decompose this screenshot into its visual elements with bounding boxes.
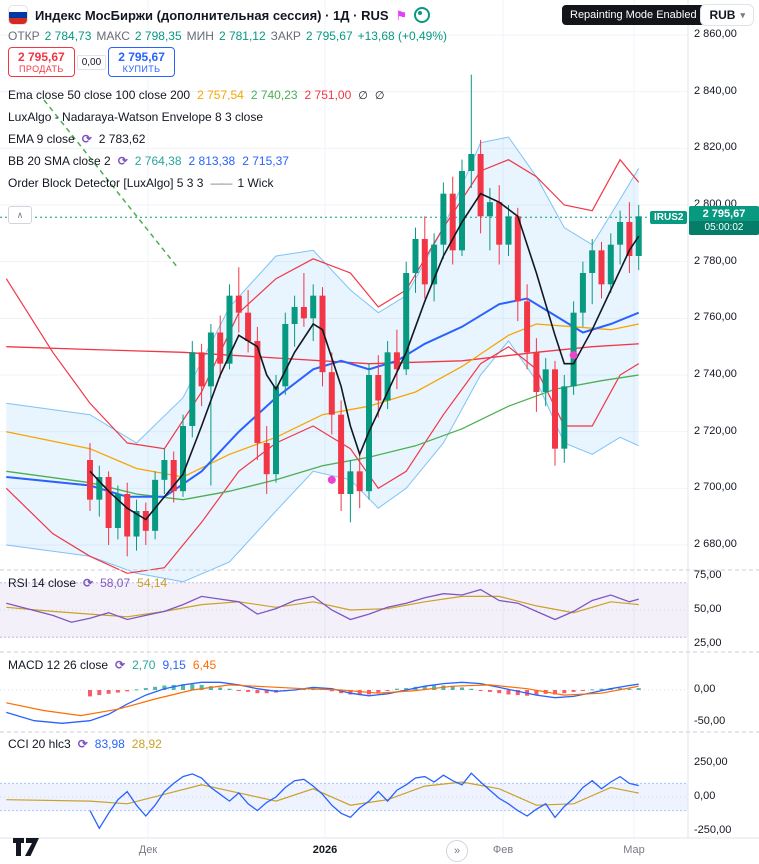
bb-upper-value: 2 813,38 bbox=[188, 154, 236, 168]
legend-ema[interactable]: Ema close 50 close 100 close 200 2 757,5… bbox=[8, 84, 387, 106]
time-axis-label: Мар bbox=[623, 844, 645, 856]
repaint-icon: ⟳ bbox=[77, 737, 88, 751]
price-axis-label: 2 720,00 bbox=[694, 424, 737, 437]
macd-signal-value: 6,45 bbox=[192, 658, 217, 672]
sell-price: 2 795,67 bbox=[18, 50, 65, 64]
price-axis-label: 2 820,00 bbox=[694, 141, 737, 154]
legend-nadaraya-watson[interactable]: LuxAlgo - Nadaraya-Watson Envelope 8 3 c… bbox=[8, 106, 387, 128]
repaint-icon: ⟳ bbox=[83, 576, 94, 590]
legend-ob-suffix: 1 Wick bbox=[237, 176, 274, 190]
cci-axis-label: 0,00 bbox=[694, 790, 716, 802]
macd-line-value: 9,15 bbox=[162, 658, 186, 672]
close-value: 2 795,67 bbox=[305, 29, 353, 43]
time-axis-label: 2026 bbox=[312, 844, 338, 856]
price-axis-label: 2 740,00 bbox=[694, 367, 737, 380]
hidden-icon[interactable]: ∅ ∅ bbox=[358, 89, 387, 102]
flag-marker-icon[interactable]: ⚑ bbox=[395, 7, 408, 23]
macd-axis-label: 0,00 bbox=[694, 683, 716, 695]
legend-bollinger[interactable]: BB 20 SMA close 2 ⟳ 2 764,38 2 813,38 2 … bbox=[8, 150, 387, 172]
repaint-icon: ⟳ bbox=[81, 132, 92, 146]
ema200-value: 2 751,00 bbox=[304, 88, 352, 102]
tradingview-logo[interactable] bbox=[12, 835, 46, 864]
cci-value: 83,98 bbox=[94, 737, 125, 751]
sell-label: ПРОДАТЬ bbox=[19, 64, 64, 74]
macd-title: MACD 12 26 close bbox=[8, 658, 109, 672]
chevron-down-icon: ▾ bbox=[740, 9, 745, 20]
change-value: +13,68 (+0,49%) bbox=[357, 29, 448, 43]
buy-label: КУПИТЬ bbox=[122, 64, 161, 74]
price-axis-label: 2 680,00 bbox=[694, 537, 737, 550]
legend-ema9[interactable]: EMA 9 close ⟳ 2 783,62 bbox=[8, 128, 387, 150]
close-label: ЗАКР bbox=[270, 29, 301, 43]
price-axis-label: 2 840,00 bbox=[694, 84, 737, 97]
line-sample-icon: —— bbox=[210, 176, 232, 190]
high-label: МАКС bbox=[96, 29, 130, 43]
legend-order-block[interactable]: Order Block Detector [LuxAlgo] 5 3 3 —— … bbox=[8, 172, 387, 194]
price-label-ticker: IRUS2 bbox=[650, 211, 688, 224]
rsi-title: RSI 14 close bbox=[8, 576, 77, 590]
currency-select[interactable]: RUB ▾ bbox=[700, 4, 754, 26]
rsi-smooth-value: 54,14 bbox=[137, 576, 168, 590]
rsi-axis-label: 50,00 bbox=[694, 603, 722, 615]
cci-axis-label: 250,00 bbox=[694, 756, 728, 768]
sell-button[interactable]: 2 795,67 ПРОДАТЬ bbox=[8, 47, 75, 77]
bb-lower-value: 2 715,37 bbox=[242, 154, 289, 168]
collapse-panel-button[interactable]: ∧ bbox=[8, 206, 32, 224]
price-axis-label: 2 780,00 bbox=[694, 254, 737, 267]
price-axis-label: 2 760,00 bbox=[694, 311, 737, 324]
price-axis-label: 2 860,00 bbox=[694, 28, 737, 40]
scroll-to-recent-button[interactable]: » bbox=[446, 840, 468, 862]
countdown-timer: 05:00:02 bbox=[689, 221, 759, 235]
rsi-legend[interactable]: RSI 14 close ⟳ 58,07 54,14 bbox=[8, 576, 167, 590]
legend-nw-label: LuxAlgo - Nadaraya-Watson Envelope 8 3 c… bbox=[8, 110, 264, 124]
buy-price: 2 795,67 bbox=[118, 50, 165, 64]
repainting-mode-badge: Repainting Mode Enabled bbox=[562, 5, 705, 25]
last-price-value: 2 795,67 bbox=[702, 208, 746, 220]
time-axis-label: Дек bbox=[138, 844, 158, 856]
chart-header: Индекс МосБиржи (дополнительная сессия) … bbox=[8, 5, 431, 25]
cci-axis-label: -250,00 bbox=[694, 824, 732, 836]
currency-label: RUB bbox=[709, 8, 736, 22]
last-price-label: 2 795,67 05:00:02 bbox=[689, 206, 759, 235]
trade-panel: 2 795,67 ПРОДАТЬ 0,00 2 795,67 КУПИТЬ bbox=[8, 47, 175, 77]
ema50-value: 2 757,54 bbox=[197, 88, 244, 102]
legend-ema9-label: EMA 9 close bbox=[8, 132, 75, 146]
ohlc-row: ОТКР 2 784,73 МАКС 2 798,35 МИН 2 781,12… bbox=[8, 29, 447, 43]
ema100-value: 2 740,23 bbox=[250, 88, 298, 102]
cci-smooth-value: 28,92 bbox=[131, 737, 162, 751]
rsi-axis-label: 75,00 bbox=[694, 569, 722, 581]
cci-legend[interactable]: CCI 20 hlc3 ⟳ 83,98 28,92 bbox=[8, 737, 162, 751]
open-value: 2 784,73 bbox=[44, 29, 92, 43]
legend-bb-label: BB 20 SMA close 2 bbox=[8, 154, 111, 168]
ema9-value: 2 783,62 bbox=[98, 132, 146, 146]
high-value: 2 798,35 bbox=[134, 29, 182, 43]
legend-ob-label: Order Block Detector [LuxAlgo] 5 3 3 bbox=[8, 176, 204, 190]
price-axis-label: 2 700,00 bbox=[694, 481, 737, 494]
market-status-icon[interactable] bbox=[414, 7, 431, 23]
repaint-icon: ⟳ bbox=[115, 658, 126, 672]
instrument-logo-icon[interactable] bbox=[8, 5, 28, 25]
indicator-legend: Ema close 50 close 100 close 200 2 757,5… bbox=[8, 84, 387, 194]
repaint-icon: ⟳ bbox=[117, 154, 128, 168]
open-label: ОТКР bbox=[8, 29, 40, 43]
symbol-title[interactable]: Индекс МосБиржи (дополнительная сессия) … bbox=[35, 7, 389, 23]
buy-button[interactable]: 2 795,67 КУПИТЬ bbox=[108, 47, 175, 77]
time-axis-label: Фев bbox=[492, 844, 514, 856]
bb-basis-value: 2 764,38 bbox=[134, 154, 182, 168]
macd-legend[interactable]: MACD 12 26 close ⟳ 2,70 9,15 6,45 bbox=[8, 658, 216, 672]
low-label: МИН bbox=[186, 29, 214, 43]
rsi-value: 58,07 bbox=[100, 576, 131, 590]
cci-title: CCI 20 hlc3 bbox=[8, 737, 71, 751]
spread-value: 0,00 bbox=[76, 54, 107, 70]
macd-hist-value: 2,70 bbox=[132, 658, 156, 672]
legend-ema-label: Ema close 50 close 100 close 200 bbox=[8, 88, 191, 102]
macd-axis-label: -50,00 bbox=[694, 715, 726, 727]
rsi-axis-label: 25,00 bbox=[694, 637, 722, 649]
low-value: 2 781,12 bbox=[218, 29, 266, 43]
